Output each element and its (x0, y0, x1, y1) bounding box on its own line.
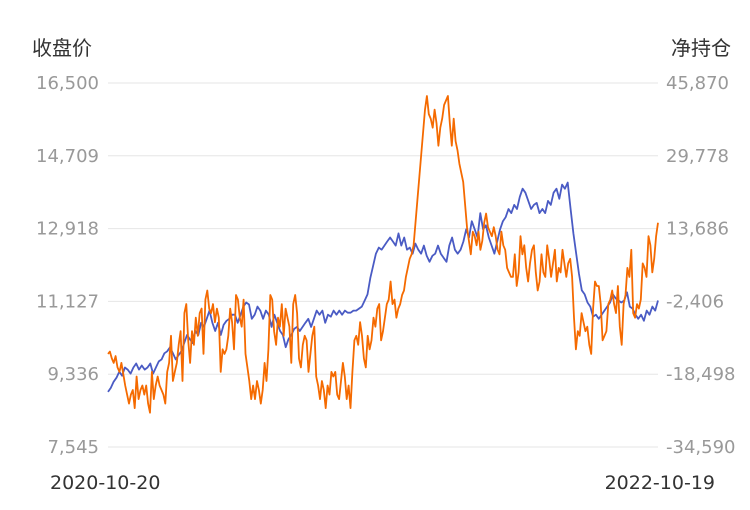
right-axis-ticks: 45,870 29,778 13,686 -2,406 -18,498 -34,590 (666, 73, 735, 458)
right-tick-label: -18,498 (666, 364, 735, 385)
grid (108, 82, 658, 448)
series-lines (107, 95, 659, 414)
left-axis-ticks: 16,500 14,709 12,918 11,127 9,336 7,545 (36, 73, 99, 458)
left-tick-label: 12,918 (36, 219, 99, 240)
right-tick-label: -34,590 (666, 437, 735, 458)
right-axis-title: 净持仓 (671, 36, 731, 60)
close-price-series-line (107, 181, 659, 393)
net-position-series-line (107, 95, 659, 414)
left-tick-label: 14,709 (36, 146, 99, 167)
left-tick-label: 9,336 (47, 364, 99, 385)
left-axis-title: 收盘价 (32, 36, 92, 60)
left-tick-label: 16,500 (36, 73, 99, 94)
right-tick-label: 29,778 (666, 146, 729, 167)
right-tick-label: 13,686 (666, 219, 729, 240)
right-tick-label: -2,406 (666, 291, 724, 312)
left-tick-label: 7,545 (47, 437, 99, 458)
x-tick-end: 2022-10-19 (605, 472, 715, 494)
left-tick-label: 11,127 (36, 291, 99, 312)
x-tick-start: 2020-10-20 (50, 472, 160, 494)
right-tick-label: 45,870 (666, 73, 729, 94)
